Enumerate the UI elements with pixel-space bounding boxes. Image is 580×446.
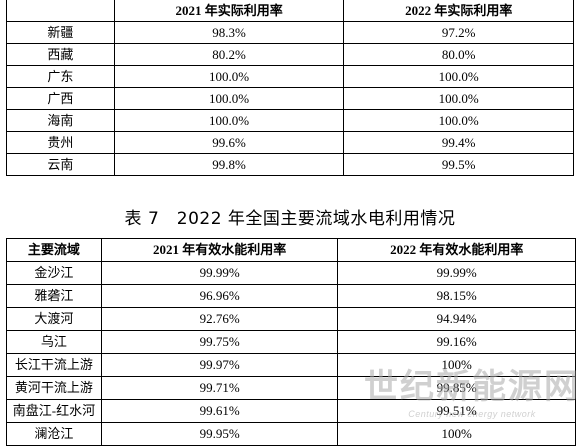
header-cell: 主要流域 [6, 238, 102, 262]
table-row: 黄河干流上游 99.71% 99.85% [6, 376, 576, 400]
basin-cell: 雅砻江 [6, 284, 102, 308]
region-cell: 贵州 [6, 131, 115, 154]
region-cell: 西藏 [6, 43, 115, 66]
header-cell: 2022 年实际利用率 [343, 0, 574, 22]
value-cell: 99.85% [337, 376, 576, 400]
value-cell: 80.2% [113, 43, 345, 66]
table-header-row: 2021 年实际利用率 2022 年实际利用率 [6, 0, 574, 22]
value-cell: 100.0% [113, 87, 345, 110]
table-row: 广西 100.0% 100.0% [6, 87, 574, 110]
table-row: 广东 100.0% 100.0% [6, 65, 574, 88]
basin-cell: 澜沧江 [6, 422, 102, 446]
region-cell: 广西 [6, 87, 115, 110]
value-cell: 98.3% [113, 21, 345, 44]
basin-cell: 黄河干流上游 [6, 376, 102, 400]
utilization-table-provinces: 2021 年实际利用率 2022 年实际利用率 新疆 98.3% 97.2% 西… [6, 0, 574, 176]
value-cell: 99.71% [100, 376, 339, 400]
header-cell [6, 0, 115, 22]
value-cell: 99.8% [113, 153, 345, 176]
value-cell: 99.5% [343, 153, 574, 176]
region-cell: 云南 [6, 153, 115, 176]
table-row: 金沙江 99.99% 99.99% [6, 261, 576, 285]
value-cell: 96.96% [100, 284, 339, 308]
value-cell: 98.15% [337, 284, 576, 308]
value-cell: 99.4% [343, 131, 574, 154]
value-cell: 92.76% [100, 307, 339, 331]
value-cell: 99.75% [100, 330, 339, 354]
table-caption: 表 7 2022 年全国主要流域水电利用情况 [124, 209, 456, 229]
table-row: 南盘江-红水河 99.61% 99.51% [6, 399, 576, 423]
region-cell: 广东 [6, 65, 115, 88]
value-cell: 100% [337, 353, 576, 377]
value-cell: 100% [337, 422, 576, 446]
value-cell: 99.99% [337, 261, 576, 285]
utilization-table-basins: 主要流域 2021 年有效水能利用率 2022 年有效水能利用率 金沙江 99.… [6, 238, 576, 446]
value-cell: 99.61% [100, 399, 339, 423]
table-row: 雅砻江 96.96% 98.15% [6, 284, 576, 308]
value-cell: 99.51% [337, 399, 576, 423]
table-row: 云南 99.8% 99.5% [6, 153, 574, 176]
value-cell: 99.99% [100, 261, 339, 285]
table-row: 大渡河 92.76% 94.94% [6, 307, 576, 331]
value-cell: 99.97% [100, 353, 339, 377]
region-cell: 海南 [6, 109, 115, 132]
region-cell: 新疆 [6, 21, 115, 44]
basin-cell: 大渡河 [6, 307, 102, 331]
value-cell: 100.0% [113, 109, 345, 132]
table-row: 澜沧江 99.95% 100% [6, 422, 576, 446]
header-cell: 2022 年有效水能利用率 [337, 238, 576, 262]
value-cell: 99.16% [337, 330, 576, 354]
value-cell: 99.6% [113, 131, 345, 154]
basin-cell: 金沙江 [6, 261, 102, 285]
table-header-row: 主要流域 2021 年有效水能利用率 2022 年有效水能利用率 [6, 238, 576, 262]
table-row: 乌江 99.75% 99.16% [6, 330, 576, 354]
value-cell: 80.0% [343, 43, 574, 66]
table-row: 西藏 80.2% 80.0% [6, 43, 574, 66]
value-cell: 100.0% [343, 65, 574, 88]
table-row: 新疆 98.3% 97.2% [6, 21, 574, 44]
table-row: 长江干流上游 99.97% 100% [6, 353, 576, 377]
value-cell: 100.0% [113, 65, 345, 88]
value-cell: 100.0% [343, 109, 574, 132]
value-cell: 100.0% [343, 87, 574, 110]
basin-cell: 乌江 [6, 330, 102, 354]
basin-cell: 长江干流上游 [6, 353, 102, 377]
basin-cell: 南盘江-红水河 [6, 399, 102, 423]
header-cell: 2021 年实际利用率 [113, 0, 345, 22]
value-cell: 97.2% [343, 21, 574, 44]
header-cell: 2021 年有效水能利用率 [100, 238, 339, 262]
value-cell: 94.94% [337, 307, 576, 331]
table-row: 贵州 99.6% 99.4% [6, 131, 574, 154]
value-cell: 99.95% [100, 422, 339, 446]
table-row: 海南 100.0% 100.0% [6, 109, 574, 132]
